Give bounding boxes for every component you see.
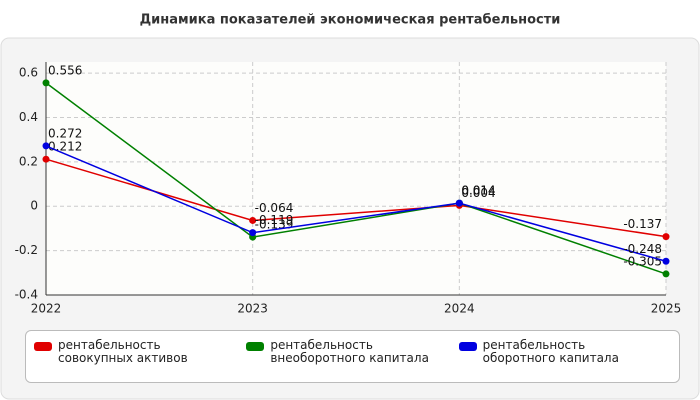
data-label: 0.014 [461,184,495,198]
data-label: 0.212 [48,140,82,154]
series-line [45,145,667,262]
data-point [42,155,50,163]
data-point [42,142,50,150]
data-label: 0.014 [461,184,495,198]
x-tick-label: 2022 [31,302,62,316]
data-label: -0.137 [623,217,662,231]
legend-item: рентабельность совокупных активов [34,339,246,374]
data-point [662,270,670,278]
data-point [662,233,670,241]
data-point [249,229,257,237]
legend-swatch [458,342,477,351]
legend-label: рентабельность совокупных активов [58,338,188,365]
data-point [42,79,50,87]
y-tick-label: 0 [30,199,38,213]
data-label: -0.305 [623,254,662,268]
y-tick-label: -0.2 [15,243,38,257]
data-label: -0.064 [255,201,294,215]
chart-title: Динамика показателей экономическая рента… [140,13,561,28]
data-point [249,216,257,224]
legend-item: рентабельность внеоборотного капитала [246,339,458,374]
x-tick-label: 2024 [444,302,475,316]
y-tick-label: 0.4 [19,110,38,124]
data-label: 0.272 [48,126,82,140]
x-tick-label: 2025 [651,302,682,316]
data-label: 0.004 [461,186,495,200]
data-label: 0.556 [48,63,82,77]
legend-label: рентабельность внеоборотного капитала [270,338,429,365]
data-label: -0.119 [255,213,294,227]
legend-label: рентабельность оборотного капитала [482,338,619,365]
legend-swatch [34,342,52,351]
y-tick-label: 0.6 [19,66,38,80]
plot-area [46,62,666,295]
data-label: -0.248 [623,242,662,256]
x-tick-label: 2023 [237,302,268,316]
data-point [455,199,463,207]
series-line [45,82,667,275]
legend: рентабельность совокупных активов рентабе… [25,330,680,383]
legend-swatch [246,342,265,351]
legend-item: рентабельность оборотного капитала [458,338,671,374]
y-tick-label: -0.4 [15,288,38,302]
data-point [662,257,670,265]
y-tick-label: 0.2 [19,154,38,168]
